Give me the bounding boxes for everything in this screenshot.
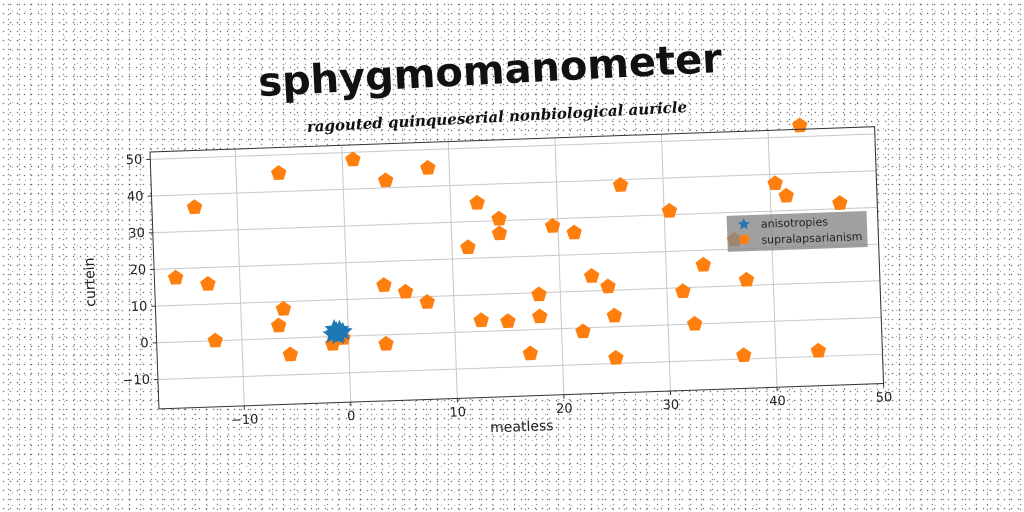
grid-line-y	[155, 280, 880, 307]
y-tick-label: −10	[122, 373, 150, 389]
data-point-supralapsarianism	[778, 187, 794, 203]
y-axis-label: curtein	[82, 257, 100, 307]
data-point-supralapsarianism	[736, 347, 752, 363]
y-tick-label: 30	[128, 226, 145, 242]
grid-line-y	[156, 316, 882, 344]
data-point-supralapsarianism	[377, 172, 394, 188]
data-point-supralapsarianism	[606, 307, 623, 323]
chart-title: sphygmomanometer	[257, 36, 723, 106]
y-tick-label: 50	[125, 153, 142, 169]
x-tick-label: 50	[876, 390, 893, 406]
data-point-supralapsarianism	[200, 275, 216, 291]
y-tick-label: 40	[127, 189, 144, 205]
data-point-supralapsarianism	[491, 225, 508, 241]
x-tick-label: 0	[347, 409, 356, 424]
data-point-supralapsarianism	[600, 278, 616, 294]
data-point-supralapsarianism	[566, 224, 582, 240]
data-point-supralapsarianism	[378, 335, 394, 351]
x-tick-label: 30	[662, 398, 679, 414]
data-point-supralapsarianism	[397, 283, 414, 299]
legend-swatch-supralapsarianism	[739, 233, 750, 244]
grid-line-x	[767, 130, 778, 388]
grid-line-x	[554, 137, 565, 395]
legend-swatch-anisotropies	[737, 218, 750, 230]
y-axis-ticks: −10 0 10 20 30 40 50	[122, 153, 158, 389]
data-point-supralapsarianism	[270, 317, 287, 333]
x-tick-label: 10	[449, 405, 466, 421]
grid-line-y	[152, 206, 878, 234]
data-point-supralapsarianism	[522, 345, 539, 361]
data-point-supralapsarianism	[612, 177, 629, 192]
x-tick-label: −10	[231, 412, 259, 428]
grid-line-x	[447, 141, 458, 399]
data-point-supralapsarianism	[531, 286, 547, 302]
x-tick-label: 40	[769, 394, 786, 410]
data-point-supralapsarianism	[695, 256, 711, 272]
x-axis-label: meatless	[490, 418, 554, 436]
y-tick-label: 0	[140, 336, 149, 351]
plot-frame	[149, 126, 885, 410]
data-point-anisotropies	[326, 321, 347, 340]
data-point-supralapsarianism	[832, 195, 848, 210]
data-point-supralapsarianism	[531, 308, 548, 324]
data-point-supralapsarianism	[686, 315, 703, 331]
legend-marker-supralapsarianism	[739, 233, 750, 244]
data-point-supralapsarianism	[270, 165, 287, 180]
data-point-supralapsarianism	[469, 194, 485, 210]
data-point-supralapsarianism	[275, 300, 292, 316]
data-point-supralapsarianism	[460, 239, 476, 255]
data-point-supralapsarianism	[207, 332, 223, 348]
data-point-supralapsarianism	[792, 117, 808, 133]
grid-line-x	[341, 145, 352, 403]
data-point-supralapsarianism	[167, 269, 184, 285]
grid-line-x	[660, 134, 671, 392]
data-point-supralapsarianism	[767, 175, 783, 191]
data-point-supralapsarianism	[738, 271, 755, 287]
legend-label-anisotropies: anisotropies	[761, 215, 829, 230]
legend-marker-anisotropies	[737, 218, 750, 230]
data-point-supralapsarianism	[575, 323, 591, 339]
data-point-supralapsarianism	[345, 151, 361, 167]
y-tick-label: 10	[131, 299, 148, 315]
legend: anisotropies supralapsarianism	[726, 211, 868, 252]
legend-box	[726, 211, 868, 252]
x-axis-ticks: −10 0 10 20 30 40 50	[231, 383, 893, 428]
data-point-supralapsarianism	[186, 199, 203, 215]
data-point-supralapsarianism	[810, 342, 827, 358]
data-point-supralapsarianism	[661, 202, 678, 218]
data-point-supralapsarianism	[473, 312, 489, 328]
data-point-supralapsarianism	[544, 217, 561, 233]
data-point-supralapsarianism	[282, 346, 299, 362]
data-point-supralapsarianism	[675, 283, 691, 299]
plot-area: −10 0 10 20 30 40 50 −10 0 10 20 30 40 50 meatless c…	[82, 117, 893, 436]
grid-line-y	[157, 353, 883, 380]
x-tick-label: 20	[556, 401, 573, 417]
data-point-supralapsarianism	[376, 277, 392, 292]
data-point-supralapsarianism	[608, 349, 624, 365]
grid-line-y	[151, 170, 877, 197]
legend-label-supralapsarianism: supralapsarianism	[761, 230, 862, 247]
y-tick-label: 20	[129, 263, 146, 279]
data-point-supralapsarianism	[491, 210, 507, 226]
data-point-supralapsarianism	[419, 294, 435, 309]
data-point-supralapsarianism	[500, 313, 516, 329]
grid-line-y	[150, 133, 875, 160]
data-point-supralapsarianism	[420, 159, 436, 175]
chart-subtitle: ragouted quinqueserial nonbiological aur…	[306, 98, 687, 136]
grid-line-x	[234, 149, 245, 406]
data-point-supralapsarianism	[583, 268, 600, 283]
